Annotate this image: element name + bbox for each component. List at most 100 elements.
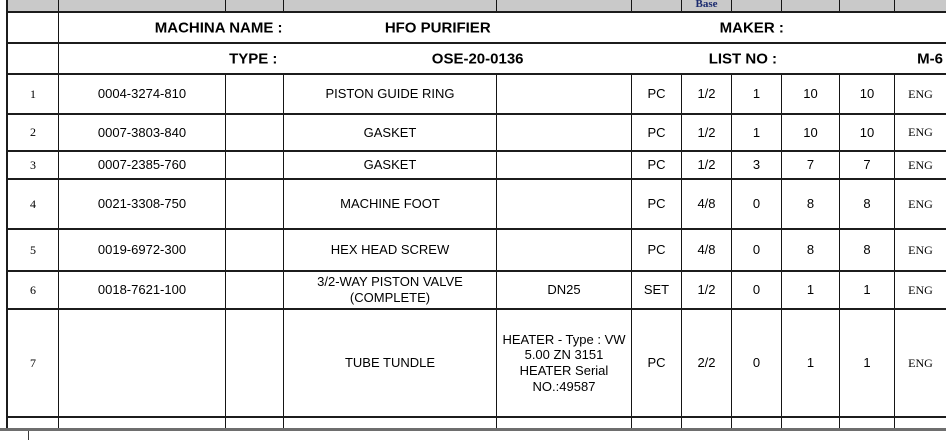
cell-empty <box>682 418 732 428</box>
header-cell-spec <box>497 0 632 11</box>
list-no-value: M-6 <box>917 50 943 67</box>
header-cell-part-no <box>59 0 226 11</box>
cell-base: 2/2 <box>682 310 732 416</box>
cell-part-number: 0021-3308-750 <box>59 180 226 228</box>
list-no-label: LIST NO : <box>708 50 778 67</box>
cell-description: TUBE TUNDLE <box>284 310 497 416</box>
cell-col3 <box>226 75 284 113</box>
cell-spec: HEATER - Type : VW 5.00 ZN 3151 HEATER S… <box>497 310 632 416</box>
cell-lang: ENG <box>908 86 933 101</box>
cell-qty2: 1 <box>782 272 840 308</box>
cell-unit: PC <box>632 152 682 178</box>
cell-description: HEX HEAD SCREW <box>284 230 497 270</box>
cell-lang: ENG <box>908 196 933 211</box>
table-row: 5 0019-6972-300 HEX HEAD SCREW PC 4/8 0 … <box>6 230 946 272</box>
cell-base: 4/8 <box>682 180 732 228</box>
header-cell-qty1 <box>732 0 782 11</box>
cell-empty <box>497 418 632 428</box>
cell-base: 1/2 <box>682 115 732 150</box>
cell-spec <box>497 230 632 270</box>
header-cell-no <box>8 0 59 11</box>
page-margin <box>0 431 946 440</box>
cell-spec <box>497 180 632 228</box>
cell-qty2: 7 <box>782 152 840 178</box>
machine-name-value: HFO PURIFIER <box>384 19 491 36</box>
cell-spec <box>497 152 632 178</box>
cell-row-number: 3 <box>8 152 59 178</box>
cell-lang: ENG <box>908 157 933 172</box>
cell-part-number: 0018-7621-100 <box>59 272 226 308</box>
cell-qty3: 7 <box>840 152 895 178</box>
cell-qty1: 3 <box>732 152 782 178</box>
cell-description: MACHINE FOOT <box>284 180 497 228</box>
cell-qty3: 1 <box>840 272 895 308</box>
cell-unit: PC <box>632 75 682 113</box>
cell-base: 1/2 <box>682 272 732 308</box>
cell-lang: ENG <box>908 282 933 297</box>
cell-col3 <box>226 310 284 416</box>
cell-description: GASKET <box>284 115 497 150</box>
cell-qty2: 10 <box>782 75 840 113</box>
type-row-merged-cell: TYPE : OSE-20-0136 LIST NO : M-6 <box>59 44 946 73</box>
machine-name-row-merged-cell: MACHINA NAME : HFO PURIFIER MAKER : <box>59 13 946 42</box>
cell-qty2: 8 <box>782 230 840 270</box>
type-value: OSE-20-0136 <box>431 50 524 67</box>
cell-base: 1/2 <box>682 75 732 113</box>
cell-qty3: 8 <box>840 230 895 270</box>
cell-empty <box>840 418 895 428</box>
cell-row-number: 6 <box>8 272 59 308</box>
header-cell-base: Base <box>682 0 732 11</box>
cell-unit: PC <box>632 180 682 228</box>
cell-col3 <box>226 180 284 228</box>
cell-part-number: 0007-3803-840 <box>59 115 226 150</box>
cell-qty3: 8 <box>840 180 895 228</box>
column-header-row-partial: Base <box>6 0 946 13</box>
cell-col3 <box>226 152 284 178</box>
type-row: TYPE : OSE-20-0136 LIST NO : M-6 <box>6 44 946 75</box>
cell-lang: ENG <box>908 125 933 140</box>
machine-name-label: MACHINA NAME : <box>154 19 283 36</box>
cell-empty <box>226 418 284 428</box>
cell-qty1: 0 <box>732 272 782 308</box>
cell-col3 <box>226 272 284 308</box>
cell-empty <box>284 418 497 428</box>
cell-qty1: 1 <box>732 75 782 113</box>
cell-qty3: 10 <box>840 115 895 150</box>
cell-row-number: 7 <box>8 310 59 416</box>
cell-qty1: 1 <box>732 115 782 150</box>
cell-qty2: 10 <box>782 115 840 150</box>
table-row-partial <box>6 418 946 428</box>
cell-empty <box>782 418 840 428</box>
cell-col3 <box>226 115 284 150</box>
machine-name-row: MACHINA NAME : HFO PURIFIER MAKER : <box>6 13 946 44</box>
next-row-edge-line <box>28 431 29 440</box>
cell-spec <box>497 75 632 113</box>
cell-spec <box>497 115 632 150</box>
cell-unit: SET <box>632 272 682 308</box>
cell-part-number: 0007-2385-760 <box>59 152 226 178</box>
cell-qty1: 0 <box>732 230 782 270</box>
cell-lang: ENG <box>908 242 933 257</box>
header-cell-lang <box>895 0 946 11</box>
table-row: 2 0007-3803-840 GASKET PC 1/2 1 10 10 EN… <box>6 115 946 152</box>
header-cell-description <box>284 0 497 11</box>
header-cell-col3 <box>226 0 284 11</box>
table-row: 7 TUBE TUNDLE HEATER - Type : VW 5.00 ZN… <box>6 310 946 418</box>
cell-qty1: 0 <box>732 180 782 228</box>
table-row: 4 0021-3308-750 MACHINE FOOT PC 4/8 0 8 … <box>6 180 946 230</box>
cell-qty1: 0 <box>732 310 782 416</box>
cell-empty <box>8 418 59 428</box>
table-row: 6 0018-7621-100 3/2-WAY PISTON VALVE (CO… <box>6 272 946 310</box>
cell-part-number: 0004-3274-810 <box>59 75 226 113</box>
header-cell-qty2 <box>782 0 840 11</box>
header-cell-unit <box>632 0 682 11</box>
cell-row-number: 5 <box>8 230 59 270</box>
machine-name-row-left-cell <box>8 13 59 42</box>
cell-row-number: 1 <box>8 75 59 113</box>
type-row-left-cell <box>8 44 59 73</box>
cell-row-number: 4 <box>8 180 59 228</box>
cell-empty <box>632 418 682 428</box>
cell-description: GASKET <box>284 152 497 178</box>
type-label: TYPE : <box>229 50 278 67</box>
